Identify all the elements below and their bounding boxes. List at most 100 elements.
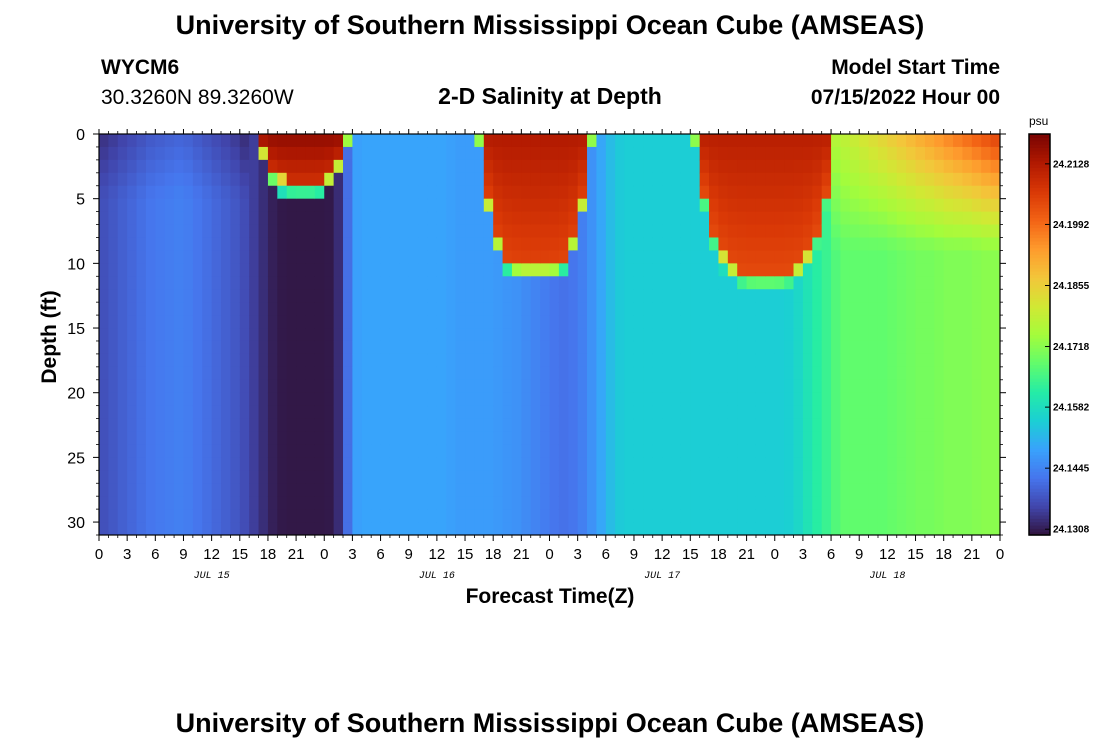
heatmap-cell (868, 405, 879, 420)
heatmap-cell (371, 250, 382, 264)
heatmap-cell (474, 379, 485, 394)
heatmap-cell (568, 470, 579, 484)
heatmap-cell (408, 224, 419, 239)
heatmap-cell (371, 315, 382, 329)
x-axis: 0 3 6 9 12 15 18 21 0 3 6 9 12 15 18 21 0 3 6 9 12 15 18 21 0 3 6 9… (95, 129, 1004, 582)
colorbar-swatch (1029, 418, 1050, 422)
heatmap-cell (896, 444, 907, 458)
heatmap-cell (971, 340, 982, 355)
heatmap-cell (286, 328, 297, 342)
heatmap-cell (127, 509, 138, 523)
heatmap-cell (493, 405, 504, 420)
heatmap-cell (690, 328, 701, 342)
heatmap-cell (643, 250, 654, 264)
heatmap-cell (493, 328, 504, 342)
heatmap-cell (361, 392, 372, 407)
heatmap-cell (117, 224, 128, 239)
heatmap-cell (605, 379, 616, 394)
heatmap-cell (943, 315, 954, 329)
heatmap-cell (117, 509, 128, 523)
heatmap-cell (765, 211, 776, 226)
heatmap-cell (296, 289, 307, 303)
heatmap-cell (493, 302, 504, 316)
heatmap-cell (896, 302, 907, 316)
colorbar-swatch (1029, 508, 1050, 513)
heatmap-cell (389, 418, 400, 433)
colorbar-swatch (1029, 381, 1050, 386)
heatmap-cell (699, 146, 710, 161)
heatmap-cell (408, 146, 419, 161)
heatmap-cell (615, 522, 626, 535)
heatmap-cell (943, 211, 954, 226)
heatmap-cell (108, 224, 119, 239)
heatmap-cell (953, 392, 964, 407)
heatmap-cell (934, 250, 945, 264)
heatmap-cell (371, 276, 382, 290)
colorbar-swatch (1029, 210, 1050, 215)
heatmap-cell (277, 198, 288, 213)
heatmap-cell (127, 328, 138, 342)
heatmap-cell (812, 405, 823, 420)
heatmap-cell (511, 483, 522, 497)
heatmap-cell (436, 263, 447, 277)
heatmap-cell (436, 185, 447, 200)
heatmap-cell (953, 289, 964, 303)
heatmap-cell (587, 483, 598, 497)
colorbar-swatch (1029, 481, 1050, 486)
heatmap-cell (784, 496, 795, 510)
heatmap-cell (643, 496, 654, 510)
heatmap-cell (183, 366, 194, 381)
heatmap-cell (765, 340, 776, 355)
heatmap-cell (99, 289, 109, 303)
heatmap-cell (971, 522, 982, 535)
heatmap-cell (343, 224, 354, 239)
heatmap-cell (568, 172, 579, 187)
heatmap-cell (380, 211, 391, 226)
heatmap-cell (549, 198, 560, 213)
heatmap-cell (324, 172, 335, 187)
heatmap-cell (718, 470, 729, 484)
heatmap-cell (305, 172, 316, 187)
heatmap-cell (267, 172, 278, 187)
heatmap-cell (709, 211, 720, 226)
heatmap-cell (615, 483, 626, 497)
heatmap-cell (849, 224, 860, 239)
heatmap-cell (812, 483, 823, 497)
heatmap-cell (765, 146, 776, 161)
heatmap-cell (221, 522, 231, 535)
heatmap-cell (436, 431, 447, 446)
heatmap-cell (962, 134, 973, 148)
heatmap-cell (746, 289, 757, 303)
heatmap-cell (324, 483, 335, 497)
heatmap-cell (483, 509, 494, 523)
heatmap-cell (155, 366, 166, 381)
heatmap-cell (521, 418, 532, 433)
heatmap-cell (802, 172, 813, 187)
heatmap-cell (906, 134, 917, 148)
heatmap-cell (643, 134, 654, 148)
heatmap-cell (934, 159, 945, 174)
heatmap-cell (202, 366, 213, 381)
heatmap-cell (540, 353, 551, 368)
heatmap-cell (493, 289, 504, 303)
heatmap-cell (915, 522, 926, 535)
heatmap-cell (746, 366, 757, 381)
heatmap-cell (192, 340, 203, 355)
heatmap-cell (605, 263, 616, 277)
heatmap-cell (915, 444, 926, 458)
heatmap-cell (305, 353, 316, 368)
heatmap-cell (990, 172, 1000, 187)
heatmap-cell (746, 276, 757, 290)
heatmap-cell (436, 211, 447, 226)
heatmap-cell (755, 224, 766, 239)
heatmap-cell (267, 302, 278, 316)
heatmap-cell (192, 198, 203, 213)
heatmap-cell (615, 509, 626, 523)
colorbar-swatch (1029, 374, 1050, 379)
heatmap-cell (502, 146, 513, 161)
heatmap-cell (267, 509, 278, 523)
heatmap-cell (314, 302, 325, 316)
heatmap-cell (774, 522, 785, 535)
heatmap-cell (746, 250, 757, 264)
heatmap-cell (971, 457, 982, 471)
